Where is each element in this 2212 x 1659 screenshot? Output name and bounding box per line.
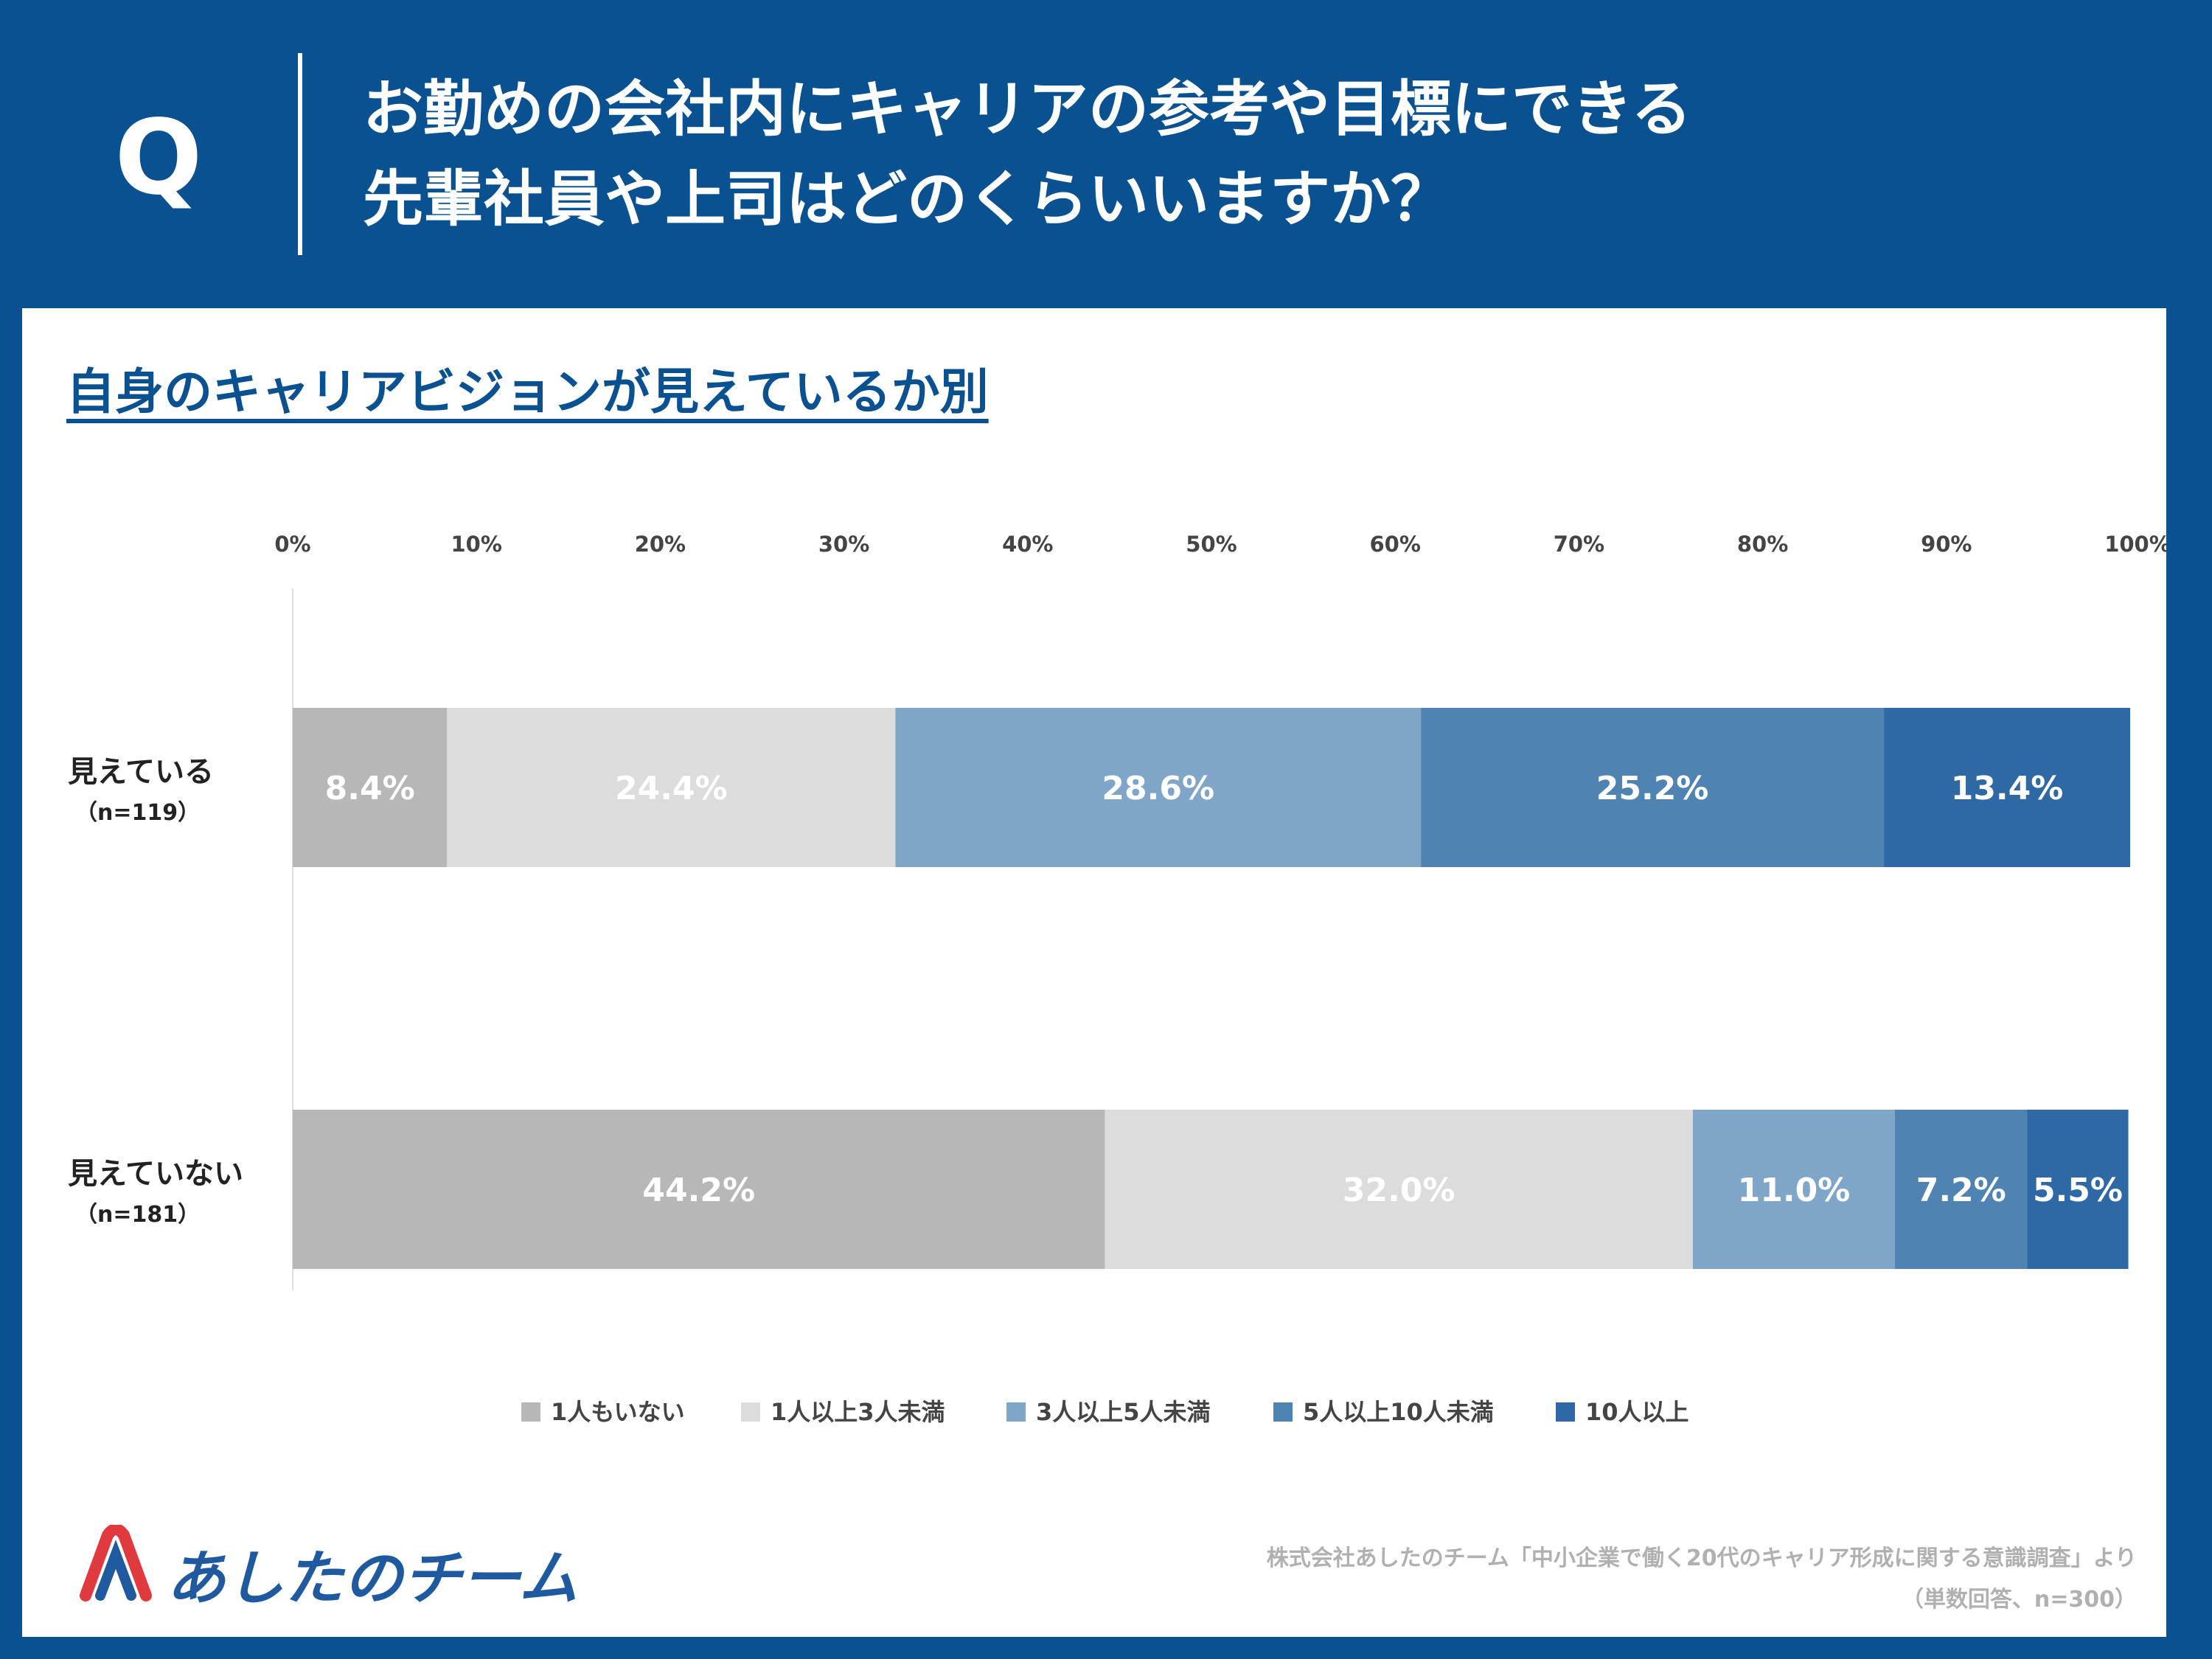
stacked-bar-chart: 0% 10% 20% 30% 40% 50% 60% 70% 80% 90% 100% 見えている （n…	[68, 532, 2166, 1426]
bar-data-label: 24.4%	[615, 770, 728, 807]
x-tick-label: 90%	[1921, 532, 1972, 557]
legend-label: 5人以上10人未満	[1303, 1398, 1494, 1426]
bar-data-label: 13.4%	[1951, 770, 2064, 807]
x-tick-label: 80%	[1737, 532, 1788, 557]
legend-swatch	[1556, 1402, 1575, 1422]
x-tick-label: 50%	[1186, 532, 1237, 557]
legend-label: 1人以上3人未満	[771, 1398, 945, 1426]
category-label: 見えている	[68, 755, 214, 789]
x-tick-label: 20%	[635, 532, 686, 557]
legend-label: 10人以上	[1585, 1398, 1689, 1426]
category-n-label: （n=181）	[75, 1202, 200, 1228]
bar-segment	[1692, 1110, 1896, 1269]
legend-swatch	[1006, 1402, 1026, 1422]
x-tick-label: 10%	[451, 532, 501, 557]
question-line-1: お勤めの会社内にキャリアの参考や目標にできる	[363, 74, 1692, 145]
logo-mark-icon	[80, 1525, 152, 1601]
x-tick-label: 70%	[1554, 532, 1604, 557]
company-logo: あしたのチーム	[75, 1525, 606, 1613]
legend-label: 1人もいない	[551, 1398, 685, 1426]
logo-text: あしたのチーム	[167, 1544, 578, 1613]
header: Q お勤めの会社内にキャリアの参考や目標にできる 先輩社員や上司はどのくらいいま…	[0, 0, 2212, 308]
x-tick-label: 40%	[1002, 532, 1053, 557]
bar-segment	[1421, 708, 1885, 867]
category-n-label: （n=119）	[75, 800, 200, 826]
x-tick-label: 0%	[274, 532, 310, 557]
x-tick-label: 100%	[2104, 532, 2166, 557]
legend-swatch	[1273, 1402, 1293, 1422]
q-mark: Q	[114, 98, 203, 218]
bar-segment	[293, 1110, 1105, 1269]
bar-data-label: 5.5%	[2033, 1172, 2123, 1209]
bar-segment	[293, 708, 448, 867]
bar-data-label: 11.0%	[1738, 1172, 1851, 1209]
x-tick-label: 30%	[818, 532, 869, 557]
chart-panel: 自身のキャリアビジョンが見えているか別 0% 10% 20% 30% 40% 50% 60%…	[22, 308, 2166, 1637]
bar-data-label: 28.6%	[1102, 770, 1214, 807]
legend-swatch	[741, 1402, 760, 1422]
source-note: 株式会社あしたのチーム「中小企業で働く20代のキャリア形成に関する意識調査」より…	[1267, 1538, 2137, 1621]
legend-swatch	[521, 1402, 540, 1422]
chart-subtitle: 自身のキャリアビジョンが見えているか別	[66, 364, 989, 420]
x-tick-label: 60%	[1369, 532, 1420, 557]
bar-data-label: 7.2%	[1916, 1172, 2006, 1209]
bar-data-label: 44.2%	[642, 1172, 755, 1209]
legend-label: 3人以上5人未満	[1036, 1398, 1211, 1426]
source-line-1: 株式会社あしたのチーム「中小企業で働く20代のキャリア形成に関する意識調査」より	[1266, 1545, 2137, 1571]
bar-segment	[447, 708, 896, 867]
bar-data-label: 8.4%	[325, 770, 415, 807]
bar-data-label: 25.2%	[1596, 770, 1709, 807]
category-label: 見えていない	[68, 1157, 243, 1191]
header-divider	[298, 53, 302, 255]
bar-segment	[895, 708, 1422, 867]
question-title: お勤めの会社内にキャリアの参考や目標にできる 先輩社員や上司はどのくらいいますか…	[363, 65, 1691, 245]
bar-data-label: 32.0%	[1343, 1172, 1455, 1209]
bar-segment	[1895, 1110, 2028, 1269]
bar-segment	[1884, 708, 2130, 867]
source-line-2: （単数回答、n=300）	[1901, 1587, 2137, 1613]
bar-segment	[1105, 1110, 1693, 1269]
bar-segment	[2027, 1110, 2129, 1269]
question-line-2: 先輩社員や上司はどのくらいいますか？	[363, 164, 1452, 234]
